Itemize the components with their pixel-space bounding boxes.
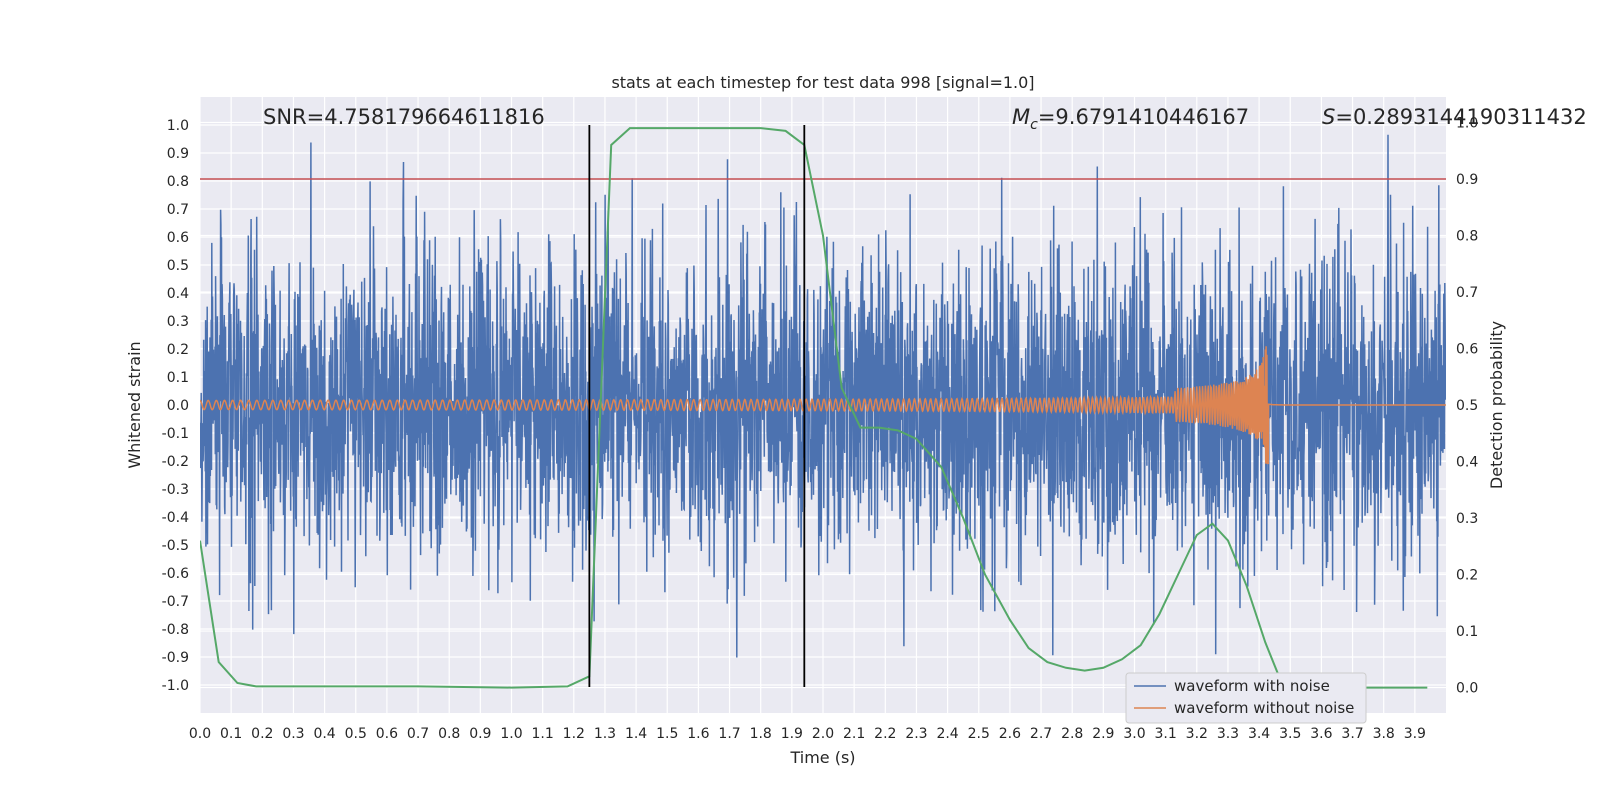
- x-tick-label: 1.8: [750, 726, 772, 742]
- x-tick-label: 0.8: [438, 726, 460, 742]
- y-tick-label: 0.6: [167, 230, 189, 246]
- y-tick-label: 0.4: [167, 286, 189, 302]
- chirp-mass-symbol: M: [1012, 105, 1030, 129]
- y2-tick-label: 0.0: [1456, 681, 1478, 697]
- y2-tick-label: 0.3: [1456, 511, 1478, 527]
- legend-label-noise: waveform with noise: [1174, 677, 1330, 695]
- y-tick-label: 0.0: [167, 398, 189, 414]
- y2-axis-ticks: 1.0 0.9 0.8 0.7 0.6 0.5 0.4 0.3 0.2 0.1 0.0: [1456, 115, 1478, 696]
- x-tick-label: 2.4: [936, 726, 958, 742]
- x-tick-label: 2.1: [843, 726, 865, 742]
- y2-tick-label: 0.7: [1456, 285, 1478, 301]
- y-tick-label: 0.8: [167, 174, 189, 190]
- x-tick-label: 2.7: [1030, 726, 1052, 742]
- y-tick-label: 0.9: [167, 146, 189, 162]
- y-tick-label: -0.2: [162, 454, 189, 470]
- x-tick-label: 0.2: [251, 726, 273, 742]
- chirp-mass-value: =9.6791410446167: [1038, 105, 1249, 129]
- x-tick-label: 2.0: [812, 726, 834, 742]
- plot-area: [200, 127, 1446, 689]
- vertical-markers: [588, 125, 806, 687]
- x-tick-label: 3.7: [1341, 726, 1363, 742]
- y-tick-label: -0.1: [162, 426, 189, 442]
- legend-label-clean: waveform without noise: [1174, 699, 1354, 717]
- x-tick-label: 0.9: [469, 726, 491, 742]
- x-tick-label: 3.8: [1373, 726, 1395, 742]
- x-tick-label: 3.1: [1155, 726, 1177, 742]
- x-tick-label: 3.6: [1310, 726, 1332, 742]
- x-tick-label: 1.6: [687, 726, 709, 742]
- x-tick-label: 3.2: [1186, 726, 1208, 742]
- y-tick-label: -1.0: [162, 678, 189, 694]
- chirp-mass-subscript: c: [1030, 117, 1038, 133]
- x-tick-label: 3.5: [1279, 726, 1301, 742]
- y2-tick-label: 0.4: [1456, 455, 1478, 471]
- y-tick-label: 0.7: [167, 202, 189, 218]
- x-tick-label: 1.3: [594, 726, 616, 742]
- y2-tick-label: 0.9: [1456, 172, 1478, 188]
- y-tick-label: -0.4: [162, 510, 189, 526]
- y-tick-label: -0.6: [162, 566, 189, 582]
- x-tick-label: 2.8: [1061, 726, 1083, 742]
- x-axis-label: Time (s): [789, 748, 855, 767]
- x-tick-label: 1.2: [563, 726, 585, 742]
- x-tick-label: 0.6: [376, 726, 398, 742]
- y-tick-label: -0.7: [162, 594, 189, 610]
- x-tick-label: 0.4: [313, 726, 335, 742]
- y-tick-label: 0.2: [167, 342, 189, 358]
- x-tick-label: 0.1: [220, 726, 242, 742]
- y2-tick-label: 0.6: [1456, 341, 1478, 357]
- y-tick-label: 1.0: [167, 118, 189, 134]
- y-tick-label: -0.9: [162, 650, 189, 666]
- chirp-mass-annotation: Mc=9.6791410446167: [1012, 105, 1249, 133]
- chart-title: stats at each timestep for test data 998…: [611, 73, 1034, 92]
- y-axis-ticks: 1.0 0.9 0.8 0.7 0.6 0.5 0.4 0.3 0.2 0.1 0.0 -0.1 -0.…: [162, 118, 189, 694]
- y-tick-label: 0.5: [167, 258, 189, 274]
- y2-axis-label: Detection probability: [1487, 321, 1506, 489]
- series-waveform-without-noise: [200, 346, 1446, 465]
- x-tick-label: 0.5: [345, 726, 367, 742]
- x-tick-label: 0.7: [407, 726, 429, 742]
- x-tick-label: 3.4: [1248, 726, 1270, 742]
- x-tick-label: 2.2: [874, 726, 896, 742]
- x-tick-label: 2.3: [905, 726, 927, 742]
- x-axis-ticks: 0.0 0.1 0.2 0.3 0.4 0.5 0.6 0.7 0.8 0.9 1.0 1.1 1.2 1…: [189, 726, 1426, 742]
- y-tick-label: -0.5: [162, 538, 189, 554]
- series-detection-probability: [200, 127, 1428, 689]
- x-tick-label: 1.4: [625, 726, 647, 742]
- y2-tick-label: 0.8: [1456, 228, 1478, 244]
- y-tick-label: 0.3: [167, 314, 189, 330]
- s-annotation: S=0.2893144190311432: [1322, 105, 1587, 129]
- x-tick-label: 0.3: [282, 726, 304, 742]
- x-tick-label: 0.0: [189, 726, 211, 742]
- legend-box: [1125, 672, 1367, 724]
- snr-annotation: SNR=4.758179664611816: [263, 105, 545, 129]
- x-tick-label: 1.7: [718, 726, 740, 742]
- y2-tick-label: 0.2: [1456, 568, 1478, 584]
- y-axis-label: Whitened strain: [125, 341, 144, 468]
- x-tick-label: 2.5: [968, 726, 990, 742]
- y2-tick-label: 0.1: [1456, 624, 1478, 640]
- x-tick-label: 1.0: [500, 726, 522, 742]
- x-tick-label: 2.6: [999, 726, 1021, 742]
- x-tick-label: 1.9: [781, 726, 803, 742]
- x-tick-label: 2.9: [1092, 726, 1114, 742]
- x-tick-label: 3.9: [1404, 726, 1426, 742]
- legend: waveform with noise waveform without noi…: [1125, 672, 1367, 724]
- y-tick-label: 0.1: [167, 370, 189, 386]
- y-tick-label: -0.3: [162, 482, 189, 498]
- s-symbol: S: [1322, 105, 1335, 129]
- x-tick-label: 1.1: [532, 726, 554, 742]
- y2-tick-label: 0.5: [1456, 398, 1478, 414]
- x-tick-label: 1.5: [656, 726, 678, 742]
- y2-tick-label: 1.0: [1456, 115, 1478, 131]
- y-tick-label: -0.8: [162, 622, 189, 638]
- x-tick-label: 3.0: [1123, 726, 1145, 742]
- s-value: =0.2893144190311432: [1335, 105, 1586, 129]
- x-tick-label: 3.3: [1217, 726, 1239, 742]
